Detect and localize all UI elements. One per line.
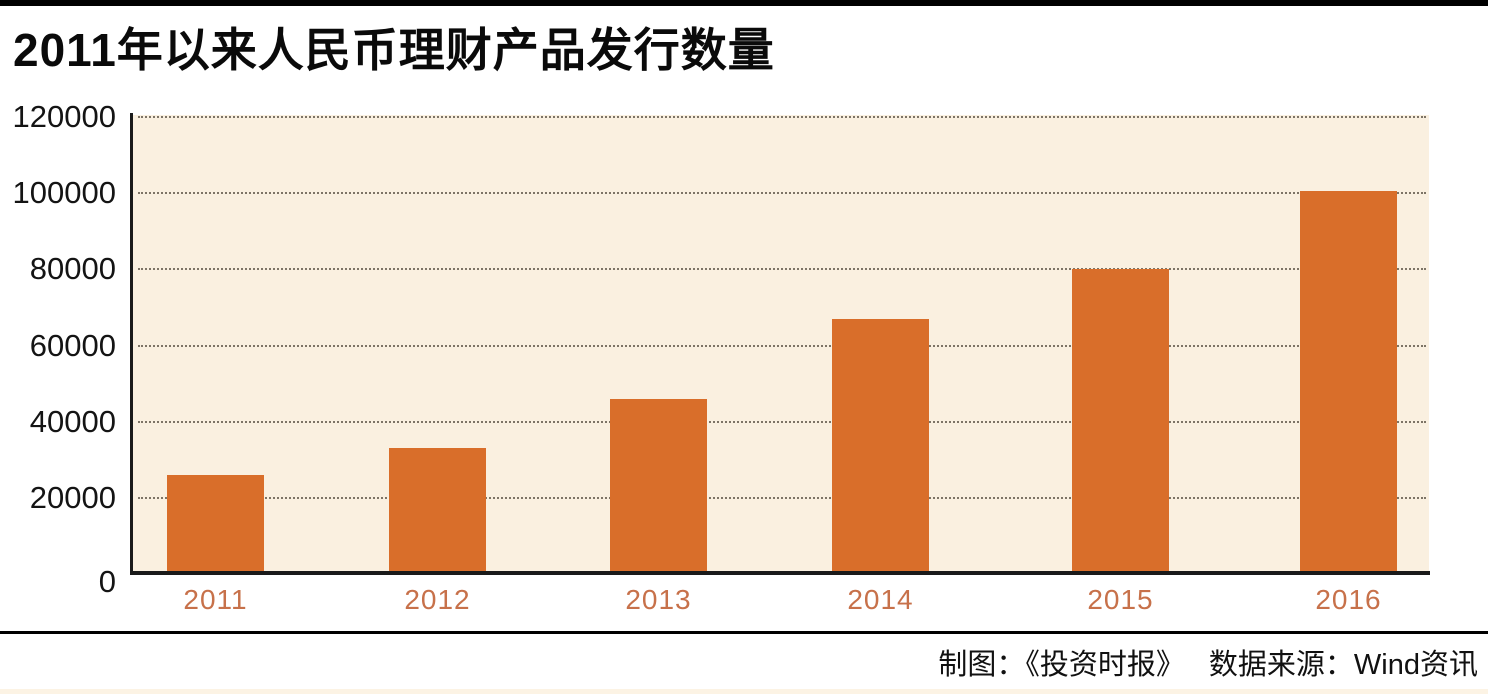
- gridline-20000: [138, 496, 1426, 499]
- footer: 制图：《投资时报》 数据来源：Wind资讯: [938, 641, 1478, 683]
- y-axis-line: [130, 113, 133, 575]
- x-axis-line: [130, 571, 1430, 575]
- x-tick-label-2014: 2014: [847, 584, 914, 615]
- footer-rule: [0, 631, 1488, 634]
- gridline-120000: [138, 116, 1426, 118]
- y-tick-label: 0: [98, 564, 116, 599]
- top-rule: [0, 0, 1488, 6]
- gridline-100000: [138, 192, 1426, 195]
- x-tick-label-2012: 2012: [404, 584, 471, 615]
- bar-2012: [389, 448, 486, 574]
- y-tick-label: 120000: [12, 99, 116, 134]
- bar-2011: [167, 475, 264, 574]
- bottom-strip: [0, 689, 1488, 694]
- x-tick-label-2013: 2013: [625, 584, 692, 615]
- page-title: 2011年以来人民币理财产品发行数量: [13, 24, 775, 76]
- footer-source: 数据来源：Wind资讯: [1208, 649, 1478, 681]
- x-tick-label-2016: 2016: [1315, 584, 1382, 615]
- gridline-60000: [138, 344, 1426, 347]
- gridline-40000: [138, 420, 1426, 423]
- y-tick-label: 80000: [29, 251, 116, 287]
- y-tick-label: 60000: [29, 327, 116, 363]
- y-tick-label: 20000: [29, 479, 116, 515]
- y-tick-label: 40000: [29, 403, 116, 439]
- bar-2015: [1072, 269, 1169, 574]
- y-tick-label: 100000: [12, 175, 116, 211]
- bar-2016: [1300, 191, 1397, 574]
- bar-2014: [832, 319, 929, 574]
- x-tick-label-2011: 2011: [183, 584, 248, 615]
- bar-2013: [610, 399, 707, 574]
- x-tick-label-2015: 2015: [1087, 584, 1154, 615]
- gridline-80000: [138, 268, 1426, 271]
- footer-credit: 制图：《投资时报》: [938, 649, 1185, 681]
